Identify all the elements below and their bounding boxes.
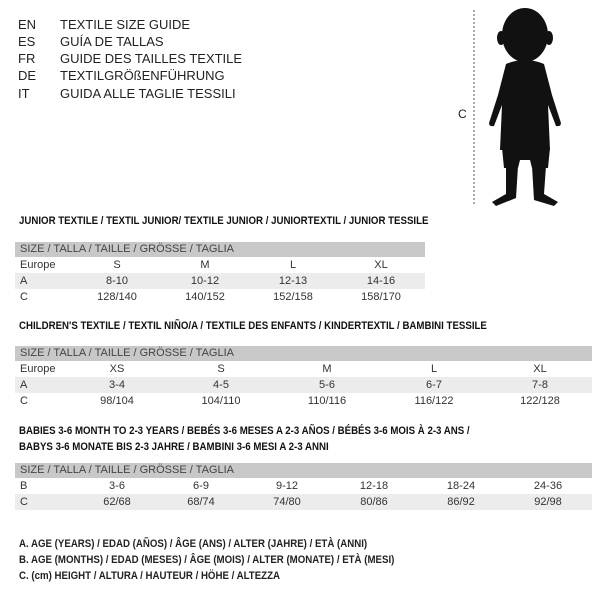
lang-code: IT: [18, 86, 30, 101]
cell: 68/74: [187, 496, 215, 508]
legend-age-years: A. AGE (YEARS) / EDAD (AÑOS) / ÂGE (ANS)…: [19, 538, 368, 550]
child-silhouette-icon: [473, 8, 561, 206]
cell: 3-6: [109, 480, 125, 492]
cell: 110/116: [307, 395, 347, 407]
cell: 4-5: [213, 379, 229, 391]
row-label: A: [20, 275, 28, 287]
cell: 62/68: [103, 496, 131, 508]
legend-height: C. (cm) HEIGHT / ALTURA / HAUTEUR / HÖHE…: [19, 570, 281, 582]
babies-section-title-line2: BABYS 3-6 MONATE BIS 2-3 JAHRE / BAMBINI…: [19, 441, 329, 453]
cell: 6-9: [193, 480, 209, 492]
cell: 80/86: [360, 496, 388, 508]
cell: 104/110: [201, 395, 241, 407]
table-header: SIZE / TALLA / TAILLE / GRÖSSE / TAGLIA: [15, 463, 592, 478]
lang-title: GUIDE DES TAILLES TEXTILE: [60, 51, 243, 66]
cell: 92/98: [534, 496, 562, 508]
table-row: A 8-10 10-12 12-13 14-16: [15, 273, 425, 289]
cell: 86/92: [447, 496, 475, 508]
cell: S: [113, 259, 121, 271]
table-row: A 3-4 4-5 5-6 6-7 7-8: [15, 377, 592, 393]
cell: M: [322, 363, 332, 375]
row-label: C: [20, 291, 28, 303]
cell: 74/80: [273, 496, 301, 508]
lang-title: GUÍA DE TALLAS: [60, 34, 164, 49]
cell: 18-24: [446, 480, 476, 492]
table-row: C 62/68 68/74 74/80 80/86 86/92 92/98: [15, 494, 592, 510]
junior-size-table: SIZE / TALLA / TAILLE / GRÖSSE / TAGLIA …: [15, 242, 425, 305]
cell: 98/104: [100, 395, 134, 407]
legend-age-months: B. AGE (MONTHS) / EDAD (MESES) / ÂGE (MO…: [19, 554, 395, 566]
height-measure-label: C: [458, 107, 467, 121]
cell: S: [217, 363, 225, 375]
row-label: Europe: [20, 259, 56, 271]
babies-section-title-line1: BABIES 3-6 MONTH TO 2-3 YEARS / BEBÉS 3-…: [19, 425, 470, 437]
cell: 9-12: [275, 480, 299, 492]
cell: 122/128: [520, 395, 560, 407]
cell: 5-6: [319, 379, 335, 391]
table-header: SIZE / TALLA / TAILLE / GRÖSSE / TAGLIA: [15, 346, 592, 361]
cell: 14-16: [366, 275, 396, 287]
babies-size-table: SIZE / TALLA / TAILLE / GRÖSSE / TAGLIA …: [15, 463, 592, 510]
table-row: B 3-6 6-9 9-12 12-18 18-24 24-36: [15, 478, 592, 494]
cell: 116/122: [414, 395, 454, 407]
cell: L: [430, 363, 438, 375]
table-header: SIZE / TALLA / TAILLE / GRÖSSE / TAGLIA: [15, 242, 425, 257]
table-row: Europe XS S M L XL: [15, 361, 592, 377]
lang-row-it: IT GUIDA ALLE TAGLIE TESSILI: [0, 85, 300, 102]
row-label: A: [20, 379, 28, 391]
cell: M: [200, 259, 210, 271]
cell: 6-7: [426, 379, 442, 391]
lang-row-en: EN TEXTILE SIZE GUIDE: [0, 16, 300, 33]
lang-title: TEXTILE SIZE GUIDE: [60, 17, 191, 32]
children-size-table: SIZE / TALLA / TAILLE / GRÖSSE / TAGLIA …: [15, 346, 592, 409]
lang-row-de: DE TEXTILGRÖßENFÜHRUNG: [0, 67, 300, 84]
table-row: C 128/140 140/152 152/158 158/170: [15, 289, 425, 305]
row-label: B: [20, 480, 28, 492]
cell: 12-18: [359, 480, 389, 492]
lang-code: EN: [18, 17, 37, 32]
lang-row-es: ES GUÍA DE TALLAS: [0, 33, 300, 50]
lang-title: TEXTILGRÖßENFÜHRUNG: [60, 68, 225, 83]
cell: 24-36: [533, 480, 563, 492]
cell: 140/152: [185, 291, 225, 303]
lang-code: FR: [18, 51, 36, 66]
children-section-title: CHILDREN'S TEXTILE / TEXTIL NIÑO/A / TEX…: [19, 320, 487, 332]
cell: 8-10: [105, 275, 129, 287]
cell: 12-13: [278, 275, 308, 287]
row-label: C: [20, 395, 28, 407]
lang-title: GUIDA ALLE TAGLIE TESSILI: [60, 86, 236, 101]
cell: 10-12: [190, 275, 220, 287]
cell: 7-8: [532, 379, 548, 391]
junior-section-title: JUNIOR TEXTILE / TEXTIL JUNIOR/ TEXTILE …: [19, 215, 429, 227]
row-label: Europe: [20, 363, 56, 375]
cell: 128/140: [97, 291, 137, 303]
lang-code: ES: [18, 34, 36, 49]
cell: XL: [374, 259, 388, 271]
row-label: C: [20, 496, 28, 508]
lang-row-fr: FR GUIDE DES TAILLES TEXTILE: [0, 50, 300, 67]
cell: XL: [533, 363, 547, 375]
lang-code: DE: [18, 68, 37, 83]
cell: L: [289, 259, 297, 271]
table-row: Europe S M L XL: [15, 257, 425, 273]
cell: XS: [109, 363, 125, 375]
cell: 152/158: [273, 291, 313, 303]
table-row: C 98/104 104/110 110/116 116/122 122/128: [15, 393, 592, 409]
cell: 3-4: [109, 379, 125, 391]
cell: 158/170: [361, 291, 401, 303]
